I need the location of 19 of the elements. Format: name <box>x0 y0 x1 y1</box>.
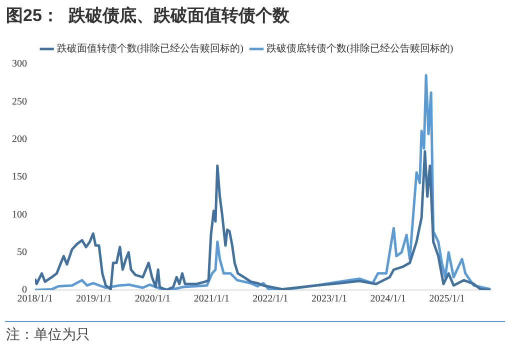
y-tick-label: 50 <box>17 246 27 258</box>
y-tick-label: 0 <box>22 284 27 296</box>
legend-label: 跌破面值转债个数(排除已经公告赎回标的) <box>56 42 244 55</box>
text: 注：单位为只 <box>6 326 90 344</box>
x-tick-label: 2022/1/1 <box>252 294 288 305</box>
chart-title: 图25： 跌破债底、跌破面值转债个数 <box>6 5 290 27</box>
x-tick-label: 2023/1/1 <box>311 294 348 305</box>
x-tick-label: 2024/1/1 <box>370 294 406 305</box>
y-tick-label: 200 <box>12 134 27 145</box>
y-tick-label: 150 <box>12 172 27 183</box>
x-tick-label: 2020/1/1 <box>134 294 170 305</box>
x-tick-label: 2021/1/1 <box>194 294 230 305</box>
legend-label: 跌破债底转债个数(排除已经公告赎回标的) <box>266 42 454 55</box>
y-tick-label: 250 <box>12 96 27 108</box>
y-tick-label: 100 <box>12 209 27 220</box>
x-tick-label: 2019/1/1 <box>76 294 112 305</box>
x-tick-label: 2018/1/1 <box>17 294 53 305</box>
x-tick-label: 2025/1/1 <box>429 294 465 305</box>
y-tick-label: 300 <box>12 58 27 70</box>
